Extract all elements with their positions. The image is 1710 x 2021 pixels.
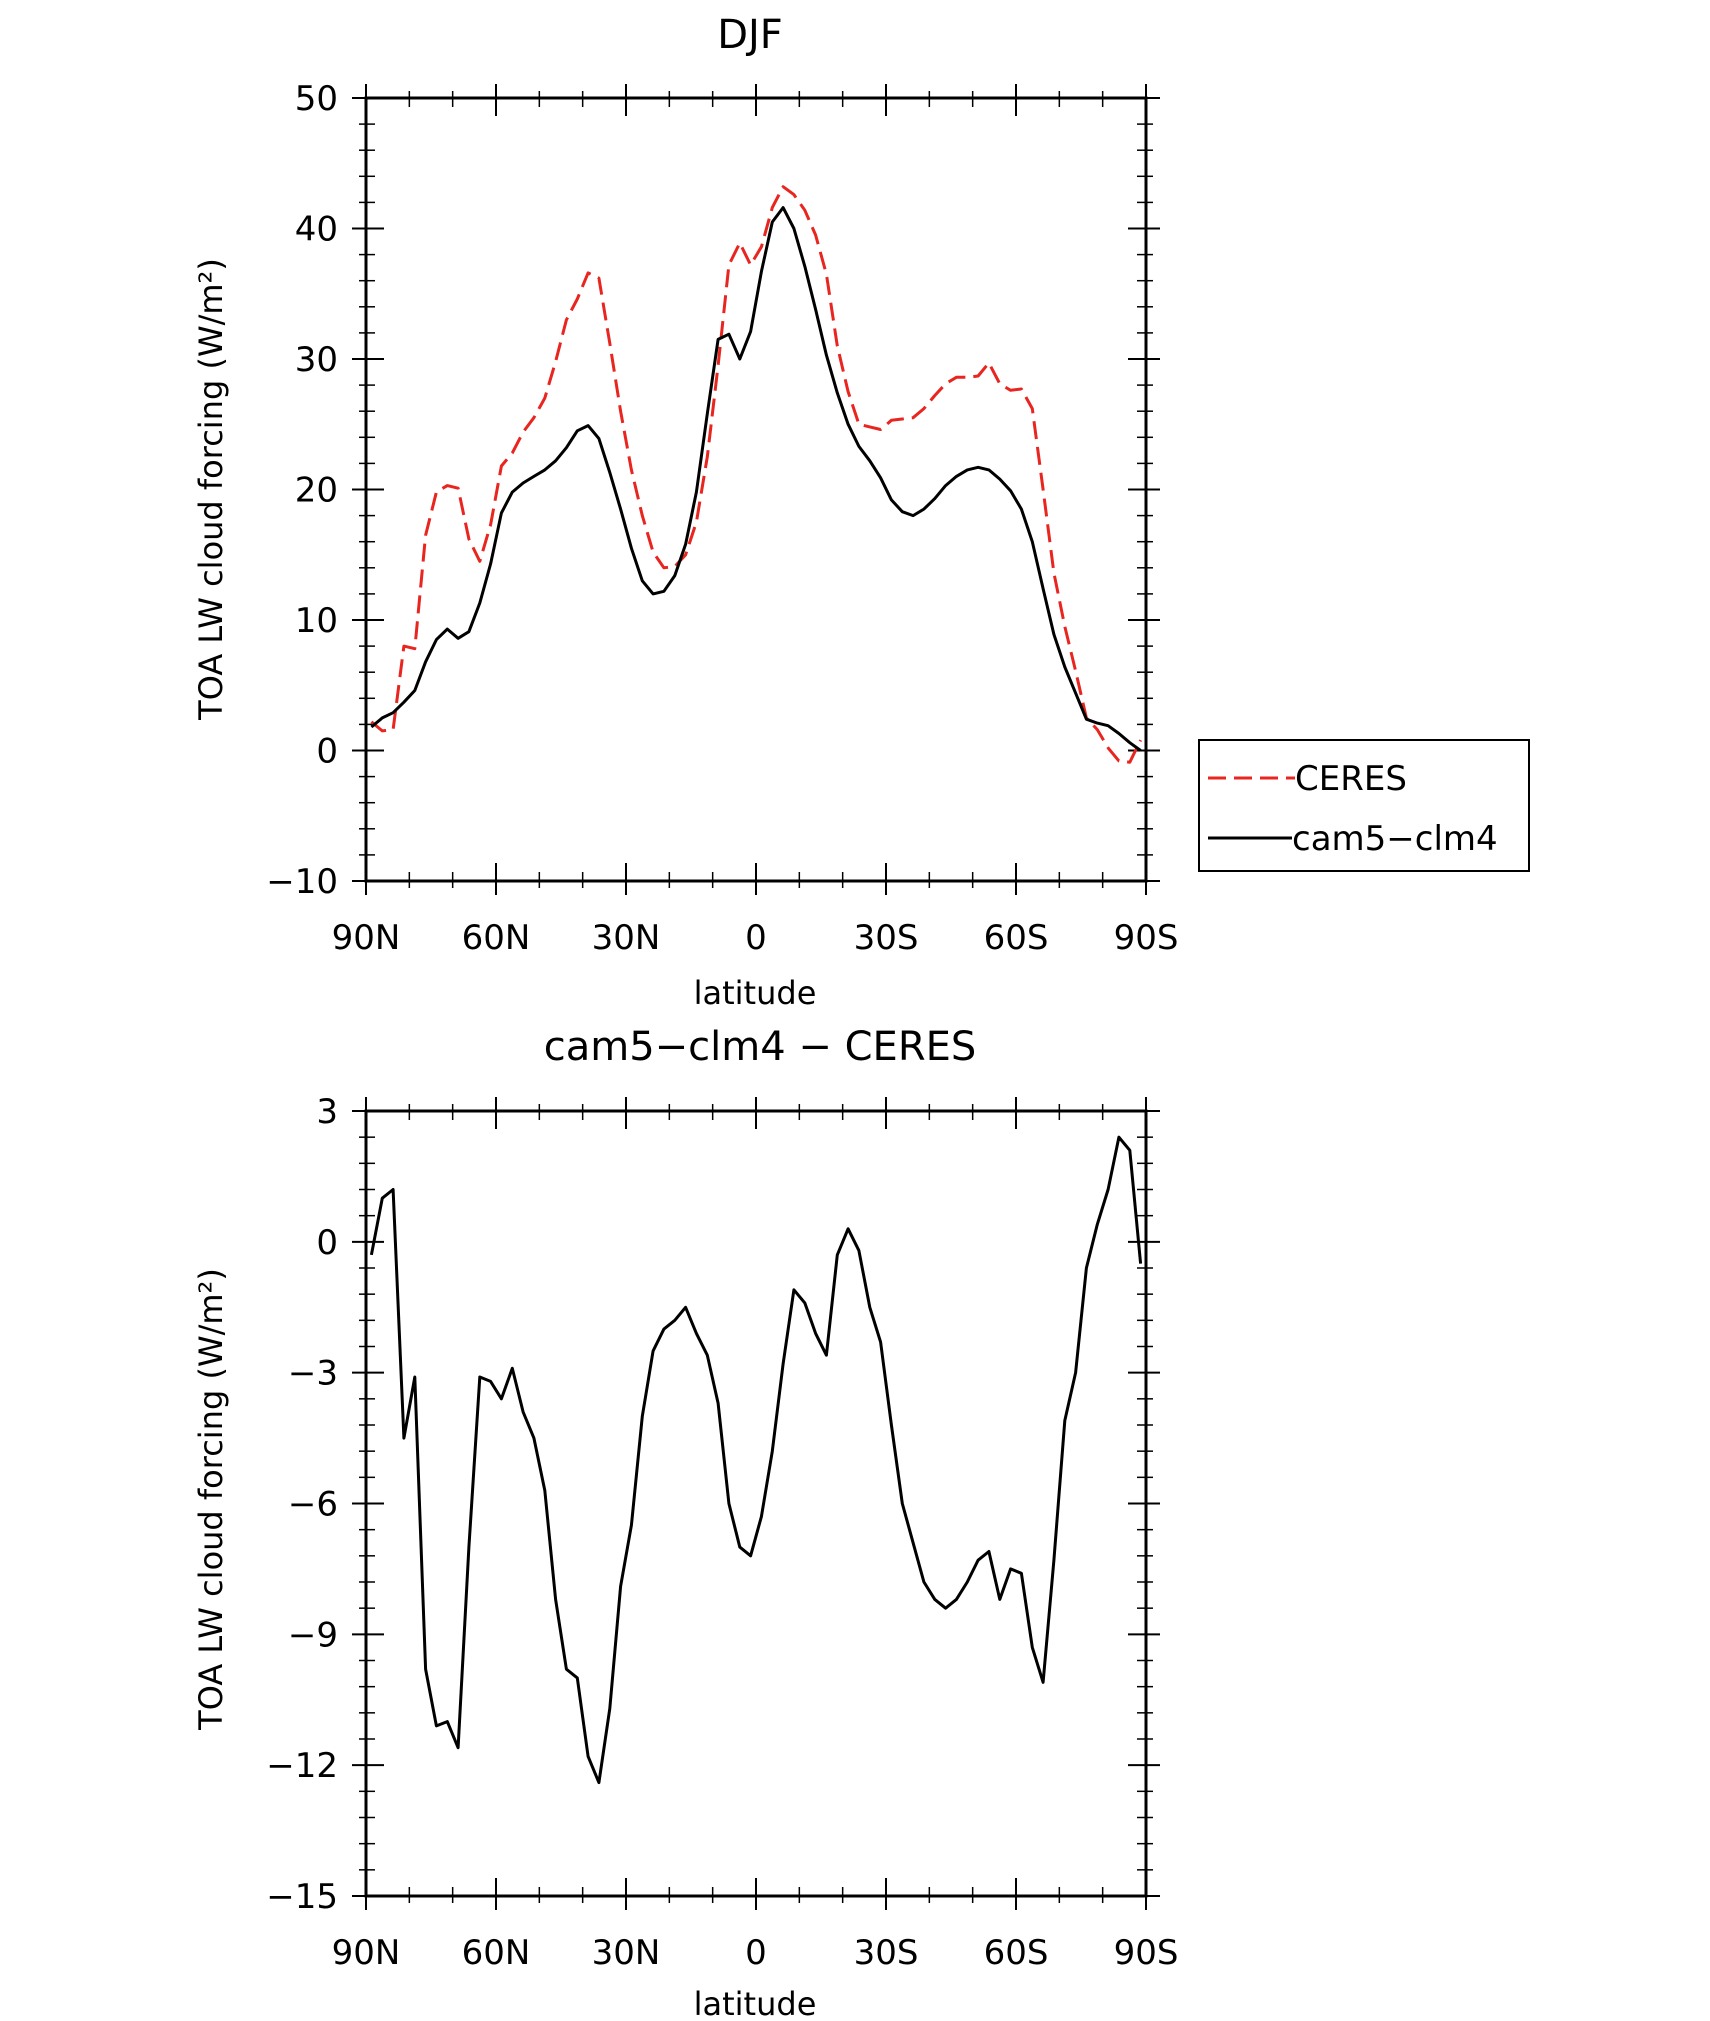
bottom-xtick-label: 0 <box>745 1933 767 1973</box>
bottom-panel: cam5−clm4 − CERES TOA LW cloud forcing (… <box>192 1024 1178 2021</box>
bottom-y-axis-label: TOA LW cloud forcing (W/m²) <box>192 1268 230 1731</box>
top-xtick-label: 90N <box>332 918 401 958</box>
top-ytick-label: 30 <box>295 340 338 380</box>
top-xtick-label: 60S <box>984 918 1049 958</box>
bottom-plot-frame <box>364 1109 1148 1898</box>
top-series-lines <box>370 185 1142 764</box>
top-ytick-label: 50 <box>295 79 338 119</box>
top-ytick-label: 0 <box>316 732 338 772</box>
bottom-panel-title: cam5−clm4 − CERES <box>544 1024 977 1070</box>
top-series-line-ceres <box>370 185 1142 764</box>
top-ytick-label: 40 <box>295 210 338 250</box>
bottom-ytick-label: 3 <box>316 1092 338 1132</box>
top-xtick-label: 0 <box>745 918 767 958</box>
bottom-xtick-label: 60N <box>462 1933 531 1973</box>
legend-box <box>1198 739 1530 872</box>
top-y-axis-label: TOA LW cloud forcing (W/m²) <box>192 258 230 721</box>
top-ytick-label: −10 <box>266 862 338 902</box>
bottom-xtick-label: 30N <box>592 1933 661 1973</box>
bottom-ytick-label: −15 <box>266 1877 338 1917</box>
bottom-ytick-label: −9 <box>288 1615 338 1655</box>
bottom-ytick-label: 0 <box>316 1223 338 1263</box>
bottom-series-lines <box>369 1135 1143 1785</box>
top-ticks <box>352 84 1160 895</box>
bottom-ytick-label: −3 <box>288 1354 338 1394</box>
top-xtick-label: 60N <box>462 918 531 958</box>
bottom-xtick-label: 60S <box>984 1933 1049 1973</box>
bottom-ytick-label: −6 <box>288 1485 338 1525</box>
top-xtick-label: 90S <box>1114 918 1179 958</box>
bottom-tick-labels: −15 −12 −9 −6 −3 0 3 90N 60N 30N 0 30S 60S 90S <box>266 1092 1178 1973</box>
top-xtick-label: 30S <box>854 918 919 958</box>
legend: CERES cam5−clm4 <box>1198 739 1530 872</box>
legend-label-cam5: cam5−clm4 <box>1292 819 1498 859</box>
bottom-series-line-difference <box>369 1135 1143 1785</box>
top-xtick-label: 30N <box>592 918 661 958</box>
top-series-line-cam5-clm4 <box>370 206 1142 752</box>
top-plot-frame <box>364 96 1148 883</box>
bottom-xtick-label: 30S <box>854 1933 919 1973</box>
bottom-xtick-label: 90N <box>332 1933 401 1973</box>
top-tick-labels: −10 0 10 20 30 40 50 90N 60N 30N 0 30S 60S 90S <box>266 79 1178 958</box>
bottom-xtick-label: 90S <box>1114 1933 1179 1973</box>
top-ytick-label: 20 <box>295 471 338 511</box>
bottom-ticks <box>352 1097 1160 1910</box>
legend-label-ceres: CERES <box>1295 759 1407 799</box>
top-ytick-label: 10 <box>295 601 338 641</box>
bottom-ytick-label: −12 <box>266 1746 338 1786</box>
bottom-x-axis-label: latitude <box>694 1985 817 2021</box>
top-panel-title: DJF <box>717 12 783 58</box>
top-panel: DJF TOA LW cloud forcing (W/m²) latitude… <box>192 12 1178 1012</box>
top-x-axis-label: latitude <box>694 974 817 1012</box>
